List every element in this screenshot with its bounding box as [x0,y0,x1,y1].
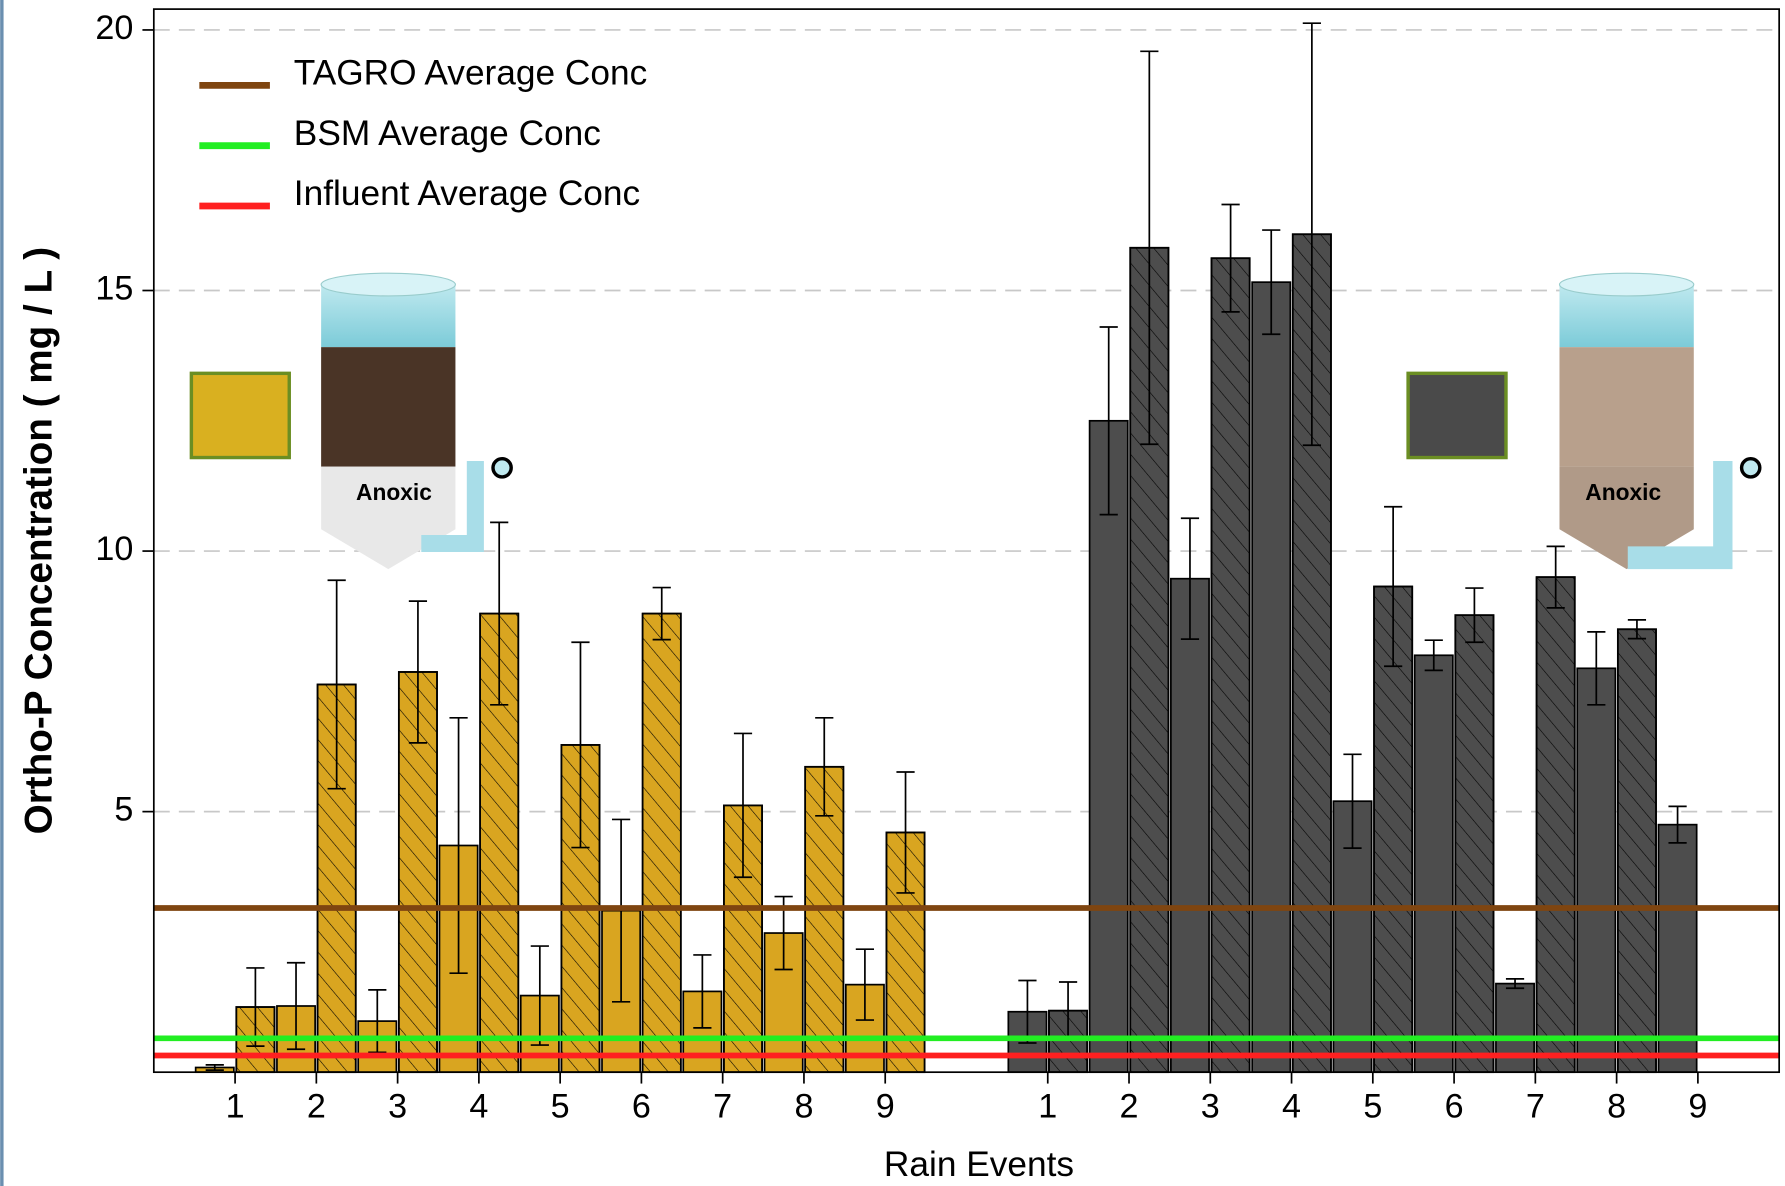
x-tick-label: 4 [469,1088,488,1126]
y-tick-label: 10 [95,530,133,568]
x-axis-title: Rain Events [884,1145,1074,1184]
bar-hatch [641,612,682,1074]
x-tick-label: 2 [307,1088,326,1126]
x-tick-label: 7 [1526,1088,1545,1126]
x-tick-label: 9 [1688,1088,1707,1126]
bar-hatch [1535,576,1576,1074]
x-tick-label: 4 [1282,1088,1301,1126]
y-axis-title: Ortho-P Concentration ( mg / L ) [17,247,60,834]
group-swatch [1406,371,1508,460]
x-tick-label: 6 [1445,1088,1464,1126]
bar [1170,577,1210,1074]
x-tick-label: 5 [1363,1088,1382,1126]
x-tick-label: 9 [876,1088,895,1126]
bar [1251,281,1292,1074]
plot-frame [152,8,1781,1074]
x-tick-label: 1 [1038,1088,1057,1126]
y-tick-label: 5 [114,791,133,829]
x-tick-label: 3 [388,1088,407,1126]
x-tick-label: 2 [1120,1088,1139,1126]
left-edge [0,0,4,1186]
x-tick-label: 8 [794,1088,813,1126]
legend-label: Influent Average Conc [294,174,640,213]
bar-hatch [804,765,845,1074]
x-tick-label: 8 [1607,1088,1626,1126]
plot-area: 5 10 15 20 1 2 3 4 5 6 7 8 9 1 2 3 4 5 6 7 8 9 TAGRO Average C… [95,8,1781,1126]
bar [1495,982,1535,1074]
bar [1657,823,1698,1074]
column-illustration: Anoxic [1558,272,1762,570]
bar [1413,654,1454,1074]
bar [1576,667,1617,1074]
group-swatch [189,371,291,460]
legend-label: BSM Average Conc [294,114,601,153]
x-tick-label: 6 [632,1088,651,1126]
bar-hatch [1210,257,1251,1074]
x-tick-label: 1 [226,1088,245,1126]
y-tick-label: 20 [95,9,133,47]
bar [1088,419,1129,1074]
column-illustration: Anoxic [320,272,513,570]
annotation: Anoxic [356,479,432,505]
x-tick-label: 5 [551,1088,570,1126]
bar-hatch [1373,585,1414,1074]
x-tick-label: 3 [1201,1088,1220,1126]
legend-label: TAGRO Average Conc [294,53,647,92]
bar-hatch [1616,628,1657,1074]
x-tick-label: 7 [713,1088,732,1126]
annotation: Anoxic [1585,479,1661,505]
y-tick-label: 15 [95,270,133,308]
bar-hatch [1454,614,1495,1074]
